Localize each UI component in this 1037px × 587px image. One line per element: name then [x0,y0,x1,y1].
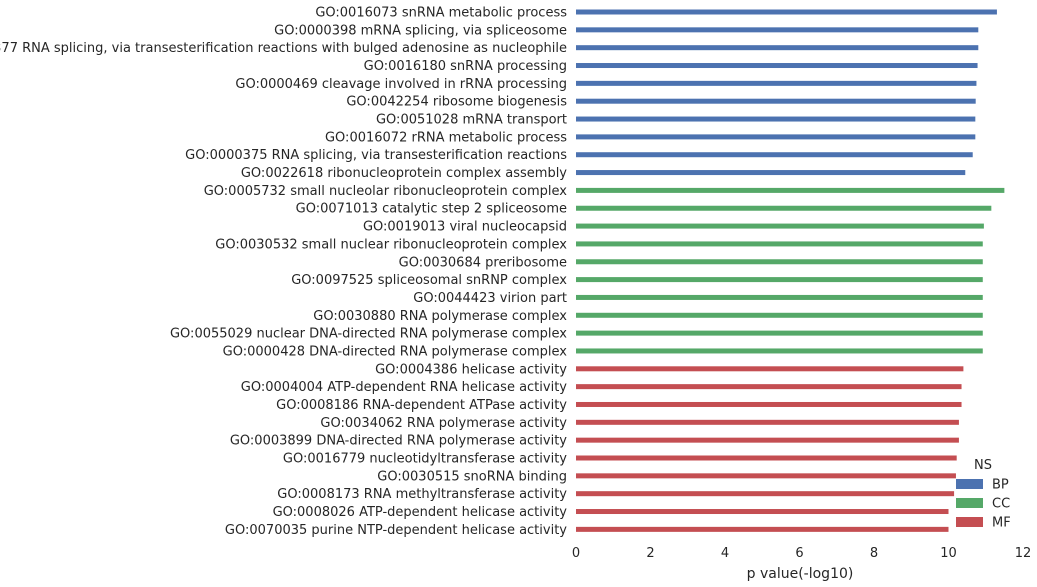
category-label: GO:0070035 purine NTP-dependent helicase… [225,523,567,538]
x-tick-label: 4 [721,546,729,561]
bar [576,9,997,15]
bar [576,473,956,479]
category-label: GO:0016072 rRNA metabolic process [325,130,567,145]
category-label: GO:0097525 spliceosomal snRNP complex [291,273,567,288]
bar [576,152,973,158]
category-label: GO:0008186 RNA-dependent ATPase activity [276,398,567,413]
category-label: GO:0004386 helicase activity [375,362,567,377]
bar [576,241,983,247]
legend-swatch [956,517,983,527]
bar [576,259,983,265]
bar [576,63,978,69]
bar [576,98,976,104]
bar [576,384,962,390]
bar [576,312,983,318]
bar [576,80,977,86]
bar [576,170,966,176]
category-label: GO:0005732 small nucleolar ribonucleopro… [204,184,568,199]
category-label: GO:0000469 cleavage involved in rRNA pro… [235,77,567,92]
category-label: GO:0022618 ribonucleoprotein complex ass… [241,166,567,181]
category-label: GO:0003899 DNA-directed RNA polymerase a… [230,434,567,449]
category-label: GO:0042254 ribosome biogenesis [346,95,567,110]
category-labels: GO:0016073 snRNA metabolic process GO:000… [0,6,567,538]
x-axis: 0 2 4 6 8 10 12 [572,546,1031,561]
bar [576,455,957,461]
bar [576,205,992,211]
bar [576,330,983,336]
x-tick-label: 10 [940,546,957,561]
category-label: GO:0071013 catalytic step 2 spliceosome [296,202,567,217]
category-label: GO:0019013 viral nucleocapsid [363,220,567,235]
bar [576,491,955,497]
category-label: GO:0016180 snRNA processing [364,59,567,74]
category-label: GO:0004004 ATP-dependent RNA helicase ac… [241,380,568,395]
bar [576,509,949,515]
bar [576,401,962,407]
category-label: GO:0008173 RNA methyltransferase activit… [277,487,567,502]
category-label: GO:0008026 ATP-dependent helicase activi… [273,505,568,520]
category-label: GO:0030880 RNA polymerase complex [313,309,567,324]
bar [576,366,964,372]
category-label: GO:0030515 snoRNA binding [377,469,567,484]
category-label: GO:0016073 snRNA metabolic process [315,6,567,21]
bar [576,294,983,300]
category-label: GO:0030532 small nuclear ribonucleoprote… [215,237,567,252]
category-label: GO:0030684 preribosome [399,255,567,270]
x-tick-label: 2 [646,546,654,561]
category-label: GO:0000375 RNA splicing, via transesteri… [185,148,567,163]
x-tick-label: 8 [870,546,878,561]
category-label: GO:0044423 virion part [413,291,567,306]
legend-label: CC [992,497,1010,512]
category-label: GO:0034062 RNA polymerase activity [320,416,567,431]
category-label: GO:0000428 DNA-directed RNA polymerase c… [223,344,568,359]
category-label: GO:0016779 nucleotidyltransferase activi… [283,452,567,467]
x-tick-label: 0 [572,546,580,561]
bar [576,27,979,33]
category-label: GO:0051028 mRNA transport [376,113,567,128]
legend-label: MF [992,516,1011,531]
category-label: GO:0000398 mRNA splicing, via spliceosom… [274,23,567,38]
legend-swatch [956,498,983,508]
bar [576,419,959,425]
bar [576,526,949,532]
bar [576,187,1005,193]
x-tick-label: 6 [795,546,803,561]
category-label: GO:0055029 nuclear DNA-directed RNA poly… [170,327,567,342]
legend: NS BP CC MF [956,458,1011,531]
bar [576,116,976,122]
legend-title: NS [974,458,992,473]
x-tick-label: 12 [1015,546,1032,561]
bar [576,223,984,229]
bar [576,45,979,51]
bar [576,437,959,443]
bars-group [576,9,1005,532]
x-axis-title: p value(-log10) [747,566,854,582]
bar [576,134,976,140]
bar [576,348,983,354]
category-label: GO:0000377 RNA splicing, via transesteri… [0,41,567,56]
legend-label: BP [992,478,1009,493]
bar [576,277,983,283]
legend-swatch [956,479,983,489]
